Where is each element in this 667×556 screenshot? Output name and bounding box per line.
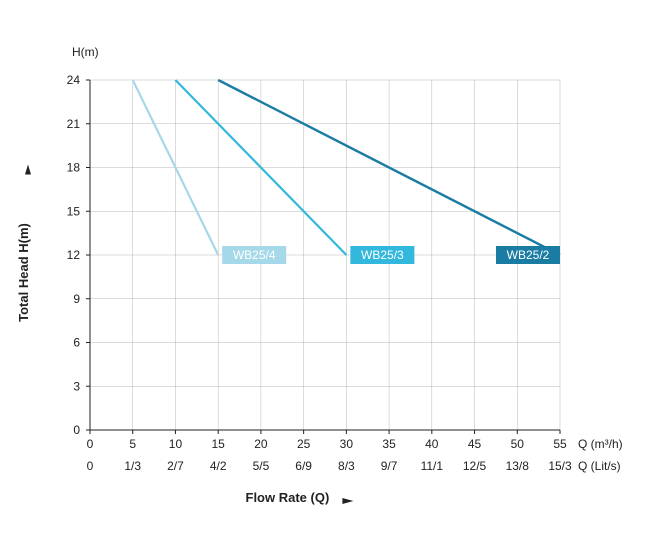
x-tick-label: 10 xyxy=(169,437,183,451)
x-tick-label-secondary: 2/7 xyxy=(167,459,184,473)
y-tick-label: 24 xyxy=(67,73,81,87)
y-axis-title: Total Head H(m) xyxy=(16,223,31,322)
x-tick-label-secondary: 15/3 xyxy=(548,459,572,473)
y-tick-label: 0 xyxy=(73,423,80,437)
x-tick-label: 35 xyxy=(382,437,396,451)
x-tick-label-secondary: 6/9 xyxy=(295,459,312,473)
y-tick-label: 3 xyxy=(73,379,80,393)
x-tick-label: 25 xyxy=(297,437,311,451)
x-tick-label-secondary: 11/1 xyxy=(421,459,444,473)
pump-curve-chart: 0 3 6 9 12 15 18 21 24 0 5 10 15 20 25 30 35 40 45 50 55 0 1/3… xyxy=(0,0,667,556)
series-label: WB25/3 xyxy=(361,248,404,262)
x-tick-label: 45 xyxy=(468,437,482,451)
x-tick-label-secondary: 12/5 xyxy=(463,459,487,473)
x-tick-label-secondary: 8/3 xyxy=(338,459,355,473)
x-tick-label-secondary: 5/5 xyxy=(253,459,270,473)
y-tick-label: 12 xyxy=(67,248,81,262)
x-unit-secondary: Q (Lit/s) xyxy=(578,459,621,473)
x-tick-label: 20 xyxy=(254,437,268,451)
x-tick-label: 30 xyxy=(340,437,354,451)
x-tick-label: 55 xyxy=(553,437,567,451)
series-label: WB25/2 xyxy=(507,248,550,262)
y-tick-label: 9 xyxy=(73,292,80,306)
x-tick-label: 40 xyxy=(425,437,439,451)
x-tick-label: 15 xyxy=(212,437,226,451)
x-tick-label-secondary: 0 xyxy=(87,459,94,473)
x-tick-label-secondary: 13/8 xyxy=(506,459,530,473)
y-tick-label: 18 xyxy=(67,161,81,175)
x-unit-primary: Q (m³/h) xyxy=(578,437,623,451)
y-tick-label: 15 xyxy=(67,204,81,218)
y-tick-label: 6 xyxy=(73,336,80,350)
x-tick-label-secondary: 1/3 xyxy=(124,459,141,473)
chart-svg: 0 3 6 9 12 15 18 21 24 0 5 10 15 20 25 30 35 40 45 50 55 0 1/3… xyxy=(0,0,667,556)
y-top-label: H(m) xyxy=(72,45,99,59)
x-tick-label: 50 xyxy=(511,437,525,451)
series-label: WB25/4 xyxy=(233,248,276,262)
x-tick-label-secondary: 4/2 xyxy=(210,459,227,473)
y-tick-label: 21 xyxy=(67,117,81,131)
x-axis-title: Flow Rate (Q) xyxy=(246,490,330,505)
x-tick-label-secondary: 9/7 xyxy=(381,459,398,473)
x-tick-label: 0 xyxy=(87,437,94,451)
x-tick-label: 5 xyxy=(129,437,136,451)
